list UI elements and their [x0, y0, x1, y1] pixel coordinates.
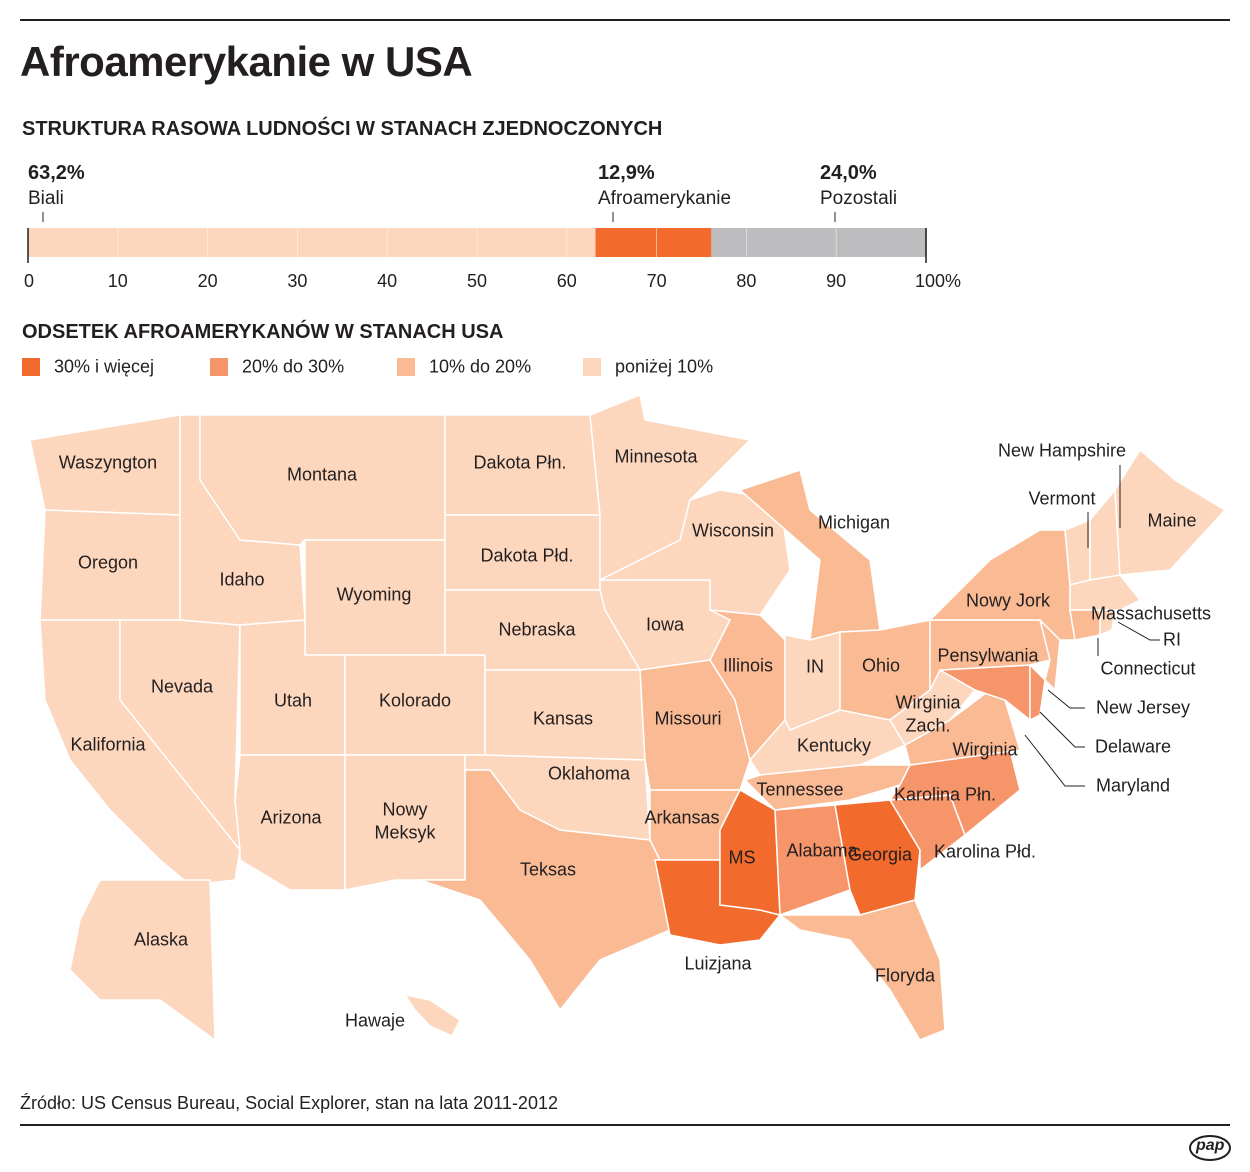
state-label: Maine — [1147, 510, 1197, 531]
x-tick-label: 20 — [198, 271, 218, 291]
state-label: Wirginia — [952, 739, 1018, 760]
state-label: Kansas — [532, 708, 594, 729]
state-label: MS — [728, 847, 756, 868]
state-label: Kalifornia — [70, 734, 146, 755]
bar-segment — [711, 228, 927, 257]
state-label: Iowa — [645, 614, 685, 635]
leader-line — [1039, 711, 1085, 748]
segment-name: Pozostali — [820, 188, 898, 209]
state-label: New Jersey — [1095, 697, 1191, 718]
state — [1099, 609, 1116, 637]
state-label: Pensylwania — [937, 645, 1039, 666]
state — [419, 769, 671, 1012]
state-label: Nebraska — [498, 619, 576, 640]
leader-line — [1047, 689, 1085, 709]
legend-label: poniżej 10% — [615, 356, 714, 377]
state — [777, 899, 946, 1041]
state-label: IN — [806, 656, 824, 677]
value-label: 12,9% — [598, 162, 655, 184]
state-label: Tennessee — [756, 779, 844, 800]
x-tick-label: 60 — [557, 271, 577, 291]
state-label: Massachusetts — [1090, 603, 1212, 624]
state-label: Oklahoma — [547, 763, 631, 784]
state — [719, 788, 781, 916]
state-label: Wirginia Zach. — [895, 692, 961, 736]
state-label: Wyoming — [336, 584, 412, 605]
state-label: Delaware — [1094, 736, 1172, 757]
state-label: Nowy Jork — [965, 590, 1051, 611]
state-label: Arkansas — [644, 807, 720, 828]
state-label: New Hampshire — [997, 440, 1127, 461]
state — [1029, 663, 1046, 722]
state-label: Alaska — [133, 929, 189, 950]
state-label: Arizona — [260, 807, 322, 828]
state-label: Nowy Meksyk — [374, 799, 436, 843]
state-label: Luizjana — [684, 953, 752, 974]
legend-swatch — [210, 358, 228, 376]
x-tick-label: 40 — [377, 271, 397, 291]
leader-line — [1024, 734, 1085, 787]
state-label: Ohio — [861, 655, 901, 676]
value-label: 24,0% — [820, 162, 877, 184]
state-label: Floryda — [874, 965, 936, 986]
state-label: Karolina Płn. — [893, 784, 997, 805]
x-tick-label: 100% — [915, 271, 961, 291]
x-tick-label: 0 — [24, 271, 34, 291]
state-label: Hawaje — [344, 1010, 406, 1031]
state — [1064, 518, 1091, 586]
state-label: Maryland — [1095, 775, 1171, 796]
state-label: Nevada — [150, 676, 214, 697]
state-label: Alabama — [786, 840, 858, 861]
leader-line — [1117, 621, 1160, 641]
segment-name: Biali — [28, 188, 64, 209]
source: Źródło: US Census Bureau, Social Explore… — [20, 1093, 558, 1113]
state-label: Missouri — [654, 708, 722, 729]
value-label: 63,2% — [28, 162, 85, 184]
x-tick-label: 30 — [287, 271, 307, 291]
state-label: Montana — [286, 464, 358, 485]
state-label: Georgia — [847, 844, 913, 865]
state-label: Wisconsin — [691, 520, 775, 541]
legend-swatch — [397, 358, 415, 376]
bar-title: STRUKTURA RASOWA LUDNOŚCI W STANACH ZJED… — [22, 118, 663, 140]
state-label: Idaho — [219, 569, 265, 590]
state-label: Vermont — [1028, 488, 1096, 509]
state — [69, 879, 216, 1042]
legend-label: 10% do 20% — [429, 356, 532, 377]
title: Afroamerykanie w USA — [20, 38, 473, 85]
state-label: RI — [1163, 629, 1181, 650]
state-label: Illinois — [722, 655, 774, 676]
state-label: Kolorado — [378, 690, 452, 711]
legend-swatch — [583, 358, 601, 376]
logo: pap — [1196, 1137, 1225, 1154]
state-label: Utah — [273, 690, 313, 711]
state — [403, 993, 461, 1037]
state-label: Dakota Płd. — [480, 545, 574, 566]
segment-name: Afroamerykanie — [598, 188, 732, 209]
state-label: Oregon — [77, 552, 139, 573]
x-tick-label: 70 — [647, 271, 667, 291]
x-tick-label: 80 — [736, 271, 756, 291]
state-label: Dakota Płn. — [473, 452, 567, 473]
logo-frame — [1189, 1135, 1231, 1161]
bar-segment — [28, 228, 596, 257]
state-label: Karolina Płd. — [933, 841, 1037, 862]
x-tick-label: 90 — [826, 271, 846, 291]
state-label: Minnesota — [614, 446, 698, 467]
state-label: Kentucky — [796, 735, 872, 756]
map-title: ODSETEK AFROAMERYKANÓW W STANACH USA — [22, 321, 504, 343]
state — [599, 489, 791, 616]
legend-label: 30% i więcej — [54, 356, 155, 377]
legend-label: 20% do 30% — [242, 356, 345, 377]
legend-swatch — [22, 358, 40, 376]
state-label: Connecticut — [1100, 658, 1196, 679]
state-label: Teksas — [519, 859, 577, 880]
x-tick-label: 50 — [467, 271, 487, 291]
state-label: Waszyngton — [58, 452, 158, 473]
state-label: Michigan — [817, 512, 891, 533]
bar-segment — [595, 228, 712, 257]
x-tick-label: 10 — [108, 271, 128, 291]
